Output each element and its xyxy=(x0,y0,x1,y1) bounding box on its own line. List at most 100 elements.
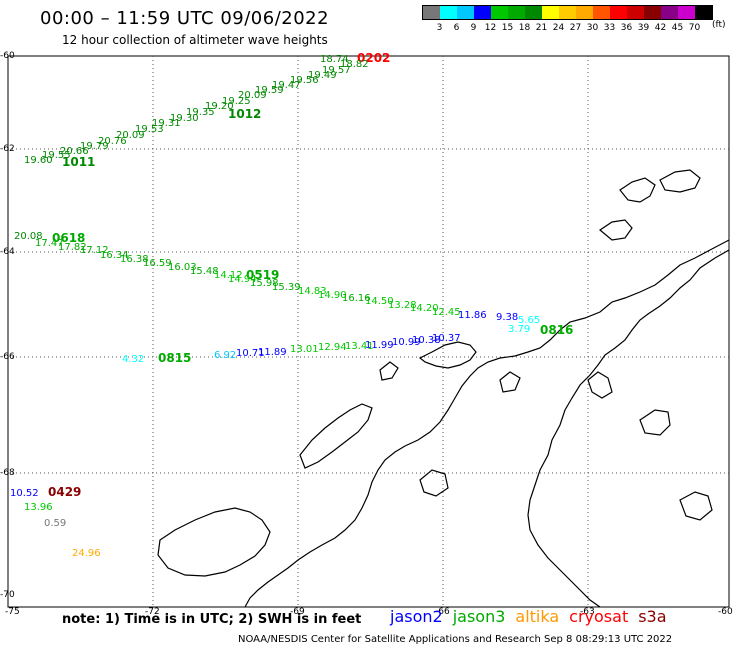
observation-value: 15.48 xyxy=(190,266,219,277)
legend-label: 9 xyxy=(470,23,477,33)
pass-id: 0519 xyxy=(246,268,279,282)
lon-label: -72 xyxy=(145,607,160,617)
legend-label: 36 xyxy=(620,23,633,33)
legend-label: 39 xyxy=(637,23,650,33)
map-grid xyxy=(8,56,729,607)
satellite-legend: jason2 jason3 altika cryosat s3a xyxy=(390,607,677,626)
observation-value: 16.03 xyxy=(168,262,197,273)
lon-label: -69 xyxy=(290,607,305,617)
legend-swatch xyxy=(559,6,576,19)
pass-id: 0816 xyxy=(540,323,573,337)
pass-id: 0815 xyxy=(158,351,191,365)
observation-value: 19.49 xyxy=(308,70,337,81)
pass-id: 0202 xyxy=(357,51,390,65)
observation-value: 13.28 xyxy=(388,300,417,311)
observation-value: 18.74 xyxy=(320,54,349,65)
observation-value: 10.99 xyxy=(392,337,421,348)
pass-id: 0429 xyxy=(48,485,81,499)
observation-value: 19.57 xyxy=(322,65,351,76)
legend-swatch xyxy=(627,6,644,19)
legend-swatch xyxy=(678,6,695,19)
observation-value: 19.55 xyxy=(42,150,71,161)
footer-note: note: 1) Time is in UTC; 2) SWH is in fe… xyxy=(62,612,362,627)
legend-swatch xyxy=(423,6,440,19)
observation-value: 15.39 xyxy=(272,282,301,293)
lat-label: -62 xyxy=(0,144,15,154)
observation-value: 10.38 xyxy=(412,335,441,346)
observation-value: 0.59 xyxy=(44,518,66,529)
observation-value: 12.45 xyxy=(432,307,461,318)
observation-value: 13.01 xyxy=(290,344,319,355)
color-legend: 3 6 9 12 15 18 21 24 27 30 33 36 39 42 45 70 xyxy=(422,5,713,33)
observation-value: 19.30 xyxy=(170,113,199,124)
observation-value: 15.98 xyxy=(250,278,279,289)
legend-swatches xyxy=(422,5,713,20)
satellite-name: jason3 xyxy=(452,607,506,626)
observation-value: 20.08 xyxy=(14,231,43,242)
legend-label: 15 xyxy=(501,23,514,33)
observation-value: 18.82 xyxy=(340,59,369,70)
lat-label: -60 xyxy=(0,51,15,61)
observation-value: 16.16 xyxy=(342,293,371,304)
observation-value: 6.92 xyxy=(214,350,236,361)
observation-value: 19.31 xyxy=(152,118,181,129)
observation-value: 16.59 xyxy=(143,258,172,269)
satellite-name: s3a xyxy=(638,607,667,626)
legend-swatch xyxy=(644,6,661,19)
legend-label: 12 xyxy=(484,23,497,33)
pass-id: 1011 xyxy=(62,155,95,169)
observation-value: 19.60 xyxy=(24,155,53,166)
lon-label: -75 xyxy=(5,607,20,617)
observation-value: 19.79 xyxy=(80,141,109,152)
legend-swatch xyxy=(508,6,525,19)
legend-swatch xyxy=(576,6,593,19)
observation-value: 20.76 xyxy=(98,136,127,147)
lat-label: -64 xyxy=(0,247,15,257)
pass-id: 1012 xyxy=(228,107,261,121)
legend-labels: 3 6 9 12 15 18 21 24 27 30 33 36 39 42 45 70 xyxy=(422,23,713,33)
observation-value: 12.94 xyxy=(318,342,347,353)
lat-label: -68 xyxy=(0,468,15,478)
observation-value: 10.52 xyxy=(10,488,39,499)
observation-value: 20.09 xyxy=(116,130,145,141)
legend-label: 21 xyxy=(535,23,548,33)
observation-value: 14.83 xyxy=(298,286,327,297)
observation-value: 11.89 xyxy=(258,347,287,358)
lon-label: -60 xyxy=(718,607,733,617)
observation-value: 19.53 xyxy=(135,124,164,135)
observation-value: 20.66 xyxy=(60,146,89,157)
legend-swatch xyxy=(525,6,542,19)
observation-value: 14.50 xyxy=(365,296,394,307)
lat-label: -66 xyxy=(0,352,15,362)
satellite-name: altika xyxy=(515,607,560,626)
observation-value: 19.25 xyxy=(222,96,251,107)
legend-swatch xyxy=(661,6,678,19)
legend-label: 30 xyxy=(586,23,599,33)
legend-label: 24 xyxy=(552,23,565,33)
observation-value: 20.09 xyxy=(238,90,267,101)
legend-label: 45 xyxy=(671,23,684,33)
observation-value: 9.38 xyxy=(496,312,518,323)
observation-value: 19.47 xyxy=(272,80,301,91)
observation-value: 14.90 xyxy=(318,290,347,301)
satellite-name: cryosat xyxy=(569,607,629,626)
lat-label: -70 xyxy=(0,590,15,600)
observation-value: 3.79 xyxy=(508,324,530,335)
pass-labels: 0202 1012 1011 0618 0519 0816 0815 0429 xyxy=(48,51,573,499)
observation-value: 4.32 xyxy=(122,354,144,365)
observation-value: 17.47 xyxy=(35,238,64,249)
observation-value: 13.41 xyxy=(345,341,374,352)
observation-value: 14.12 xyxy=(214,270,243,281)
observation-value: 24.96 xyxy=(72,548,101,559)
observation-value: 13.96 xyxy=(24,502,53,513)
lon-label: -66 xyxy=(435,607,450,617)
page-subtitle: 12 hour collection of altimeter wave hei… xyxy=(62,33,328,47)
observation-labels: 18.7418.8219.5719.4919.5619.4719.5920.09… xyxy=(10,54,540,559)
legend-label: 18 xyxy=(518,23,531,33)
observation-value: 19.56 xyxy=(290,75,319,86)
legend-swatch xyxy=(593,6,610,19)
observation-value: 11.86 xyxy=(458,310,487,321)
observation-value: 17.82 xyxy=(58,242,87,253)
legend-label: 33 xyxy=(603,23,616,33)
